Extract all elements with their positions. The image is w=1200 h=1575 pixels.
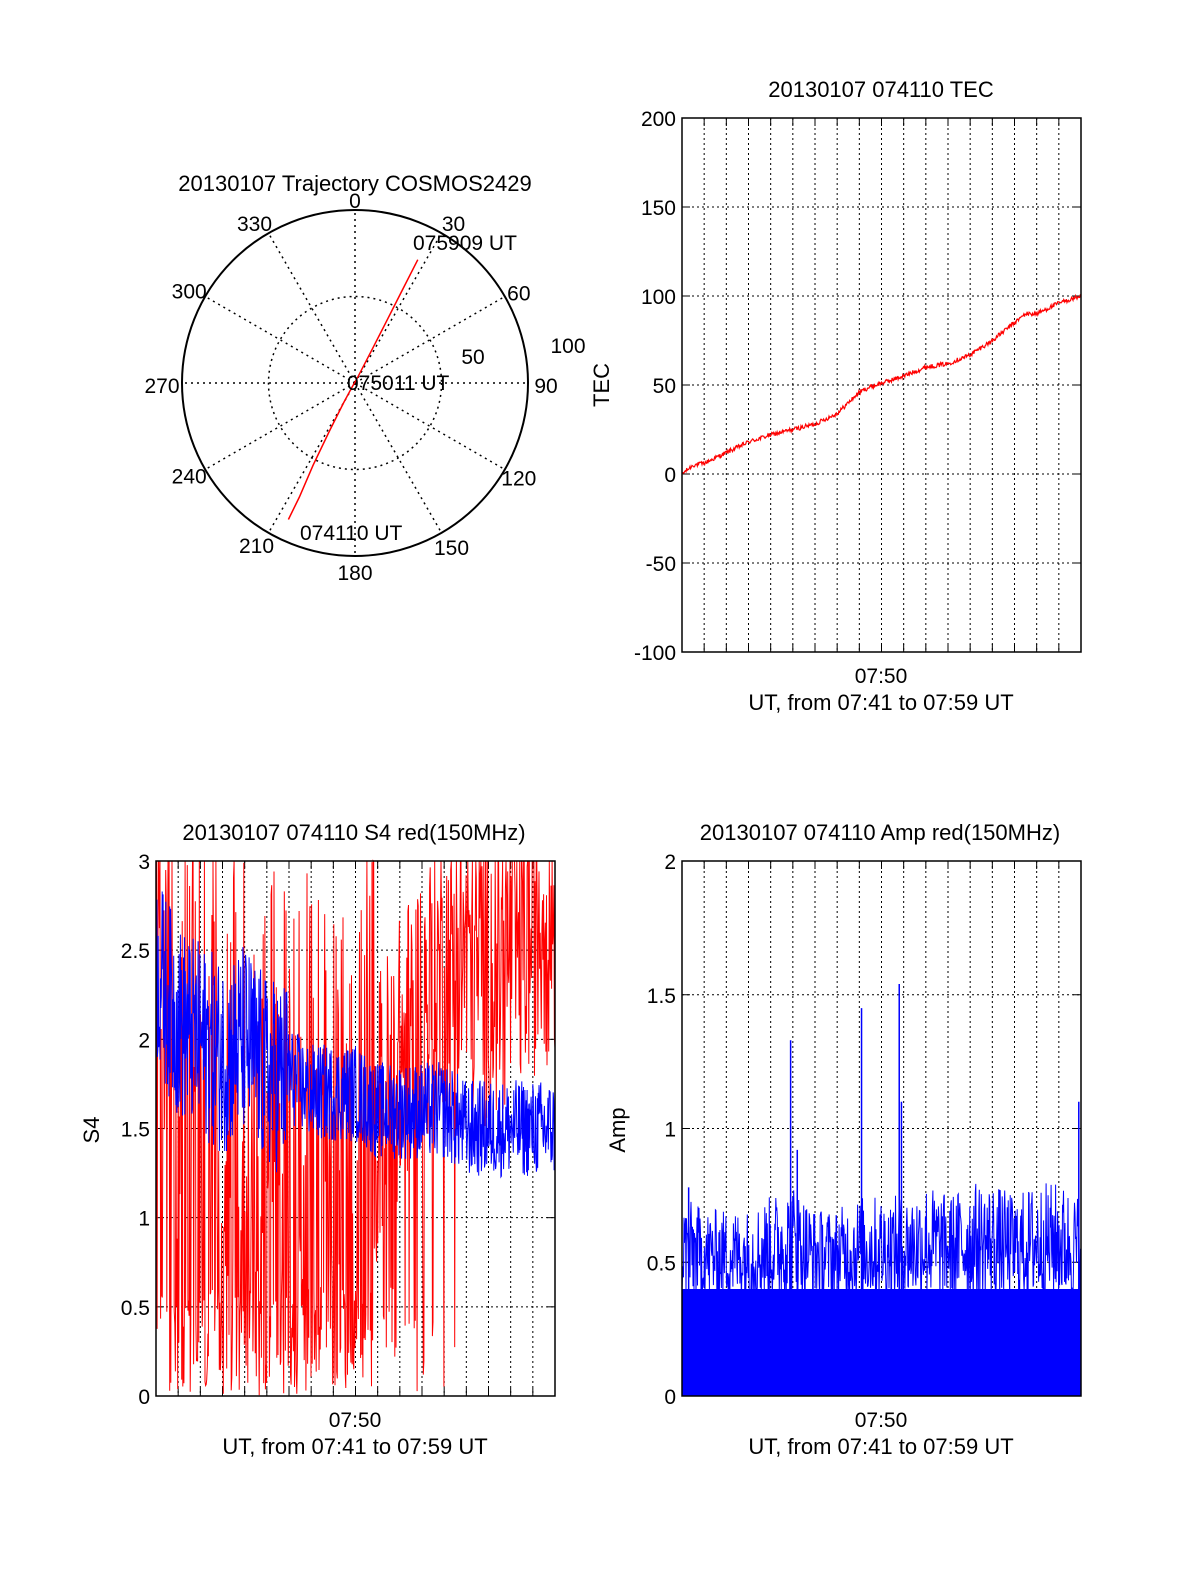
amp-x-axis-label: UT, from 07:41 to 07:59 UT bbox=[748, 1434, 1013, 1459]
tec-y-tick-label: -100 bbox=[634, 642, 676, 665]
angle-label-30: 30 bbox=[442, 213, 465, 236]
s4-y-tick-label: 1.5 bbox=[121, 1119, 150, 1142]
angle-label-240: 240 bbox=[172, 466, 207, 489]
tec-y-tick-labels: -100 -50 0 50 100 150 200 bbox=[634, 108, 676, 665]
amp-y-tick-label: 0 bbox=[664, 1386, 676, 1409]
tec-y-tick-label: 150 bbox=[641, 197, 676, 220]
polar-grid-spoke bbox=[354, 382, 506, 471]
amp-series bbox=[681, 984, 1082, 1396]
s4-red-line bbox=[156, 859, 556, 1396]
trajectory-end-label: 075909 UT bbox=[413, 232, 517, 255]
polar-grid-spoke bbox=[204, 295, 356, 384]
s4-y-axis-label: S4 bbox=[79, 1117, 104, 1144]
s4-y-tick-label: 1 bbox=[138, 1208, 150, 1231]
polar-grid-spoke bbox=[267, 232, 356, 384]
tec-y-tick-label: 0 bbox=[664, 464, 676, 487]
s4-title: 20130107 074110 S4 red(150MHz) bbox=[182, 820, 525, 845]
s4-plot: 20130107 074110 S4 red(150MHz) 0 0.5 1 1… bbox=[79, 820, 556, 1459]
s4-series bbox=[155, 859, 556, 1396]
angle-label-270: 270 bbox=[144, 375, 179, 398]
s4-axes-frame bbox=[155, 860, 556, 1397]
s4-x-axis-label: UT, from 07:41 to 07:59 UT bbox=[222, 1434, 487, 1459]
trajectory-line bbox=[287, 259, 419, 520]
angle-label-90: 90 bbox=[534, 375, 557, 398]
polar-angle-labels: 0 30 60 90 120 150 180 210 240 270 300 3… bbox=[144, 190, 557, 585]
tec-series bbox=[681, 293, 1082, 475]
amp-axes-frame bbox=[681, 860, 1082, 1397]
s4-y-tick-label: 0 bbox=[138, 1386, 150, 1409]
tec-axes-frame bbox=[681, 117, 1082, 653]
angle-label-150: 150 bbox=[434, 537, 469, 560]
angle-label-120: 120 bbox=[501, 468, 536, 491]
amp-y-tick-labels: 0 0.5 1 1.5 2 bbox=[647, 851, 676, 1409]
angle-label-180: 180 bbox=[337, 562, 372, 585]
polar-grid-ring bbox=[267, 295, 443, 471]
s4-y-tick-label: 2.5 bbox=[121, 940, 150, 963]
tec-plot: 20130107 074110 TEC -100 -50 0 50 100 15… bbox=[589, 77, 1082, 715]
angle-label-210: 210 bbox=[239, 535, 274, 558]
amp-y-tick-label: 2 bbox=[664, 851, 676, 874]
tec-y-tick-label: 200 bbox=[641, 108, 676, 131]
amp-plot: 20130107 074110 Amp red(150MHz) 0 0.5 1 … bbox=[605, 820, 1082, 1459]
tec-title: 20130107 074110 TEC bbox=[768, 77, 994, 102]
polar-trajectory-series bbox=[287, 259, 419, 520]
tec-grid bbox=[681, 117, 1082, 653]
polar-title: 20130107 Trajectory COSMOS2429 bbox=[178, 171, 531, 196]
tec-y-tick-label: 50 bbox=[653, 375, 676, 398]
trajectory-mid-label: 075011 UT bbox=[347, 372, 450, 395]
s4-y-tick-labels: 0 0.5 1 1.5 2 2.5 3 bbox=[121, 851, 150, 1409]
amp-y-tick-label: 1 bbox=[664, 1119, 676, 1142]
radius-label-100: 100 bbox=[550, 335, 585, 358]
amp-y-tick-label: 1.5 bbox=[647, 985, 676, 1008]
polar-grid-spoke bbox=[204, 382, 356, 471]
tec-y-axis-label: TEC bbox=[589, 363, 614, 407]
tec-x-tick-label: 07:50 bbox=[855, 665, 908, 688]
polar-grid-spoke bbox=[267, 382, 356, 534]
s4-blue-line bbox=[155, 891, 556, 1179]
trajectory-start-label: 074110 UT bbox=[300, 522, 403, 545]
polar-grid bbox=[182, 210, 528, 556]
tec-y-tick-label: -50 bbox=[646, 553, 676, 576]
amp-x-tick-label: 07:50 bbox=[855, 1409, 908, 1432]
tec-line bbox=[681, 293, 1082, 475]
polar-outer-ring bbox=[181, 209, 529, 557]
amp-base-fill bbox=[682, 1289, 1081, 1396]
radius-label-50: 50 bbox=[461, 346, 484, 369]
tec-y-tick-label: 100 bbox=[641, 286, 676, 309]
s4-y-tick-label: 0.5 bbox=[121, 1297, 150, 1320]
s4-x-tick-label: 07:50 bbox=[329, 1409, 382, 1432]
angle-label-300: 300 bbox=[172, 281, 207, 304]
amp-y-axis-label: Amp bbox=[605, 1107, 630, 1152]
s4-y-tick-label: 3 bbox=[138, 851, 150, 874]
amp-title: 20130107 074110 Amp red(150MHz) bbox=[700, 820, 1060, 845]
amp-line bbox=[681, 1183, 1082, 1303]
tec-x-axis-label: UT, from 07:41 to 07:59 UT bbox=[748, 690, 1013, 715]
amp-y-tick-label: 0.5 bbox=[647, 1252, 676, 1275]
polar-grid-spoke bbox=[354, 382, 443, 534]
polar-grid-spoke bbox=[354, 232, 443, 384]
angle-label-60: 60 bbox=[507, 283, 530, 306]
angle-label-330: 330 bbox=[237, 213, 272, 236]
angle-label-0: 0 bbox=[349, 190, 361, 213]
polar-trajectory-plot: 20130107 Trajectory COSMOS2429 0 30 60 9… bbox=[144, 171, 585, 585]
polar-grid-spoke bbox=[354, 295, 506, 384]
s4-y-tick-label: 2 bbox=[138, 1029, 150, 1052]
